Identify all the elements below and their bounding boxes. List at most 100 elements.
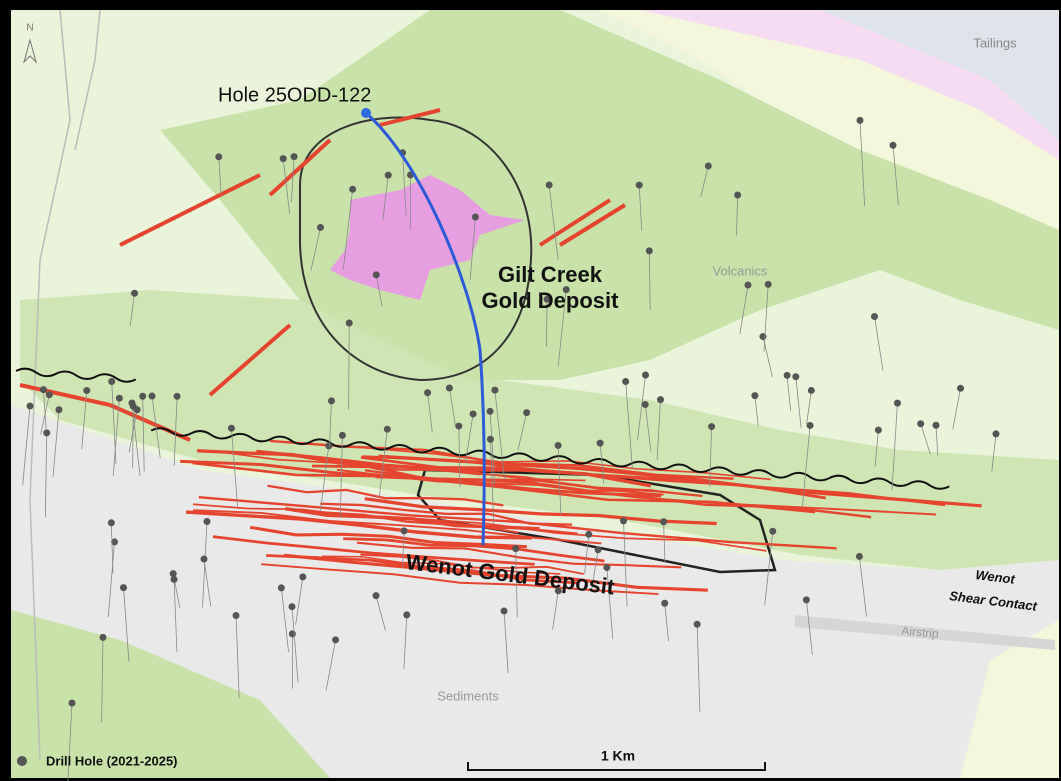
scale-bar (467, 762, 766, 771)
drill-collar (43, 429, 51, 437)
drill-trace (786, 375, 792, 412)
drill-collar (455, 422, 463, 430)
drill-collar (656, 396, 664, 404)
scale-label: 1 Km (601, 748, 635, 764)
drill-trace (465, 413, 474, 463)
hole-label: Hole 25ODD-122 (218, 84, 371, 106)
drill-collar (169, 570, 177, 578)
drill-collar (232, 612, 240, 620)
drill-trace (700, 165, 709, 197)
drill-collar (372, 271, 380, 279)
vein (558, 203, 627, 247)
drill-trace (427, 392, 433, 433)
area-label: Tailings (973, 35, 1017, 50)
drill-collar (129, 402, 137, 410)
drill-collar (641, 401, 649, 409)
drill-collar (148, 392, 156, 400)
drill-trace (806, 390, 812, 424)
drill-collar (383, 425, 391, 433)
drill-trace (763, 284, 769, 352)
drill-trace (375, 274, 383, 307)
drill-trace (43, 389, 47, 429)
drill-trace (403, 614, 408, 670)
drill-collar (874, 426, 882, 434)
vein (343, 537, 605, 563)
drill-trace (22, 406, 31, 486)
drill-trace (892, 145, 899, 205)
drill-trace (458, 426, 461, 488)
drill-collar (288, 630, 296, 638)
vein (379, 108, 441, 127)
drill-collar (120, 584, 128, 592)
north-label: N (26, 23, 33, 34)
drill-trace (378, 429, 388, 498)
drill-trace (110, 522, 114, 574)
drill-trace (129, 293, 135, 327)
drill-collar (173, 392, 181, 400)
drill-collar (338, 431, 346, 439)
drill-trace (591, 549, 599, 591)
drill-collar (562, 286, 570, 294)
drill-trace (52, 409, 60, 478)
vein (119, 173, 261, 247)
drill-collar (554, 441, 562, 449)
vein (336, 468, 937, 516)
drill-collar (603, 564, 611, 572)
drill-collar (856, 116, 864, 124)
drill-collar (889, 141, 897, 149)
vein (249, 525, 527, 549)
drill-collar (327, 397, 335, 405)
drill-collar (645, 247, 653, 255)
drill-trace (920, 423, 931, 455)
drill-collar (115, 394, 123, 402)
pale-zone (960, 620, 1059, 778)
drill-trace (295, 576, 304, 625)
volcanic-band (11, 610, 330, 778)
drill-collar (855, 552, 863, 560)
drill-collar (661, 599, 669, 607)
drill-trace (584, 534, 590, 574)
drill-collar (500, 607, 508, 615)
drill-collar (131, 289, 139, 297)
drill-collar (384, 171, 392, 179)
drill-trace (739, 284, 749, 335)
drill-trace (319, 445, 330, 513)
contact-label: Wenot (975, 567, 1017, 587)
drill-collar (55, 406, 63, 414)
drill-trace (503, 611, 509, 674)
drill-trace (111, 381, 117, 464)
drill-collar (620, 517, 628, 525)
drill-trace (203, 558, 212, 607)
legend-label: Drill Hole (2021-2025) (46, 753, 178, 768)
drill-collar (170, 575, 178, 583)
drill-trace (107, 541, 115, 618)
drill-collar (792, 373, 800, 381)
drill-trace (235, 615, 240, 698)
drill-collar (445, 384, 453, 392)
drill-trace (623, 520, 628, 607)
drill-collar (764, 280, 772, 288)
vein (212, 535, 535, 566)
drill-trace (67, 702, 73, 781)
drill-collar (693, 620, 701, 628)
drill-trace (795, 376, 802, 428)
area-label: Sediments (437, 688, 499, 703)
drill-collar (471, 213, 479, 221)
drill-trace (764, 531, 774, 606)
tailings-area (820, 10, 1059, 140)
drill-trace (282, 158, 291, 214)
drill-trace (859, 120, 866, 207)
drill-collar (200, 555, 208, 563)
drill-collar (400, 527, 408, 535)
drill-trace (44, 432, 48, 517)
drill-collar (424, 389, 432, 397)
vein (261, 563, 659, 596)
area-label: Volcanics (713, 263, 768, 278)
drill-collar (99, 633, 107, 641)
drill-collar (594, 546, 602, 554)
drill-trace (375, 595, 386, 631)
drill-trace (935, 425, 939, 456)
drill-collar (26, 402, 34, 410)
drill-collar (893, 399, 901, 407)
vein (198, 496, 837, 550)
